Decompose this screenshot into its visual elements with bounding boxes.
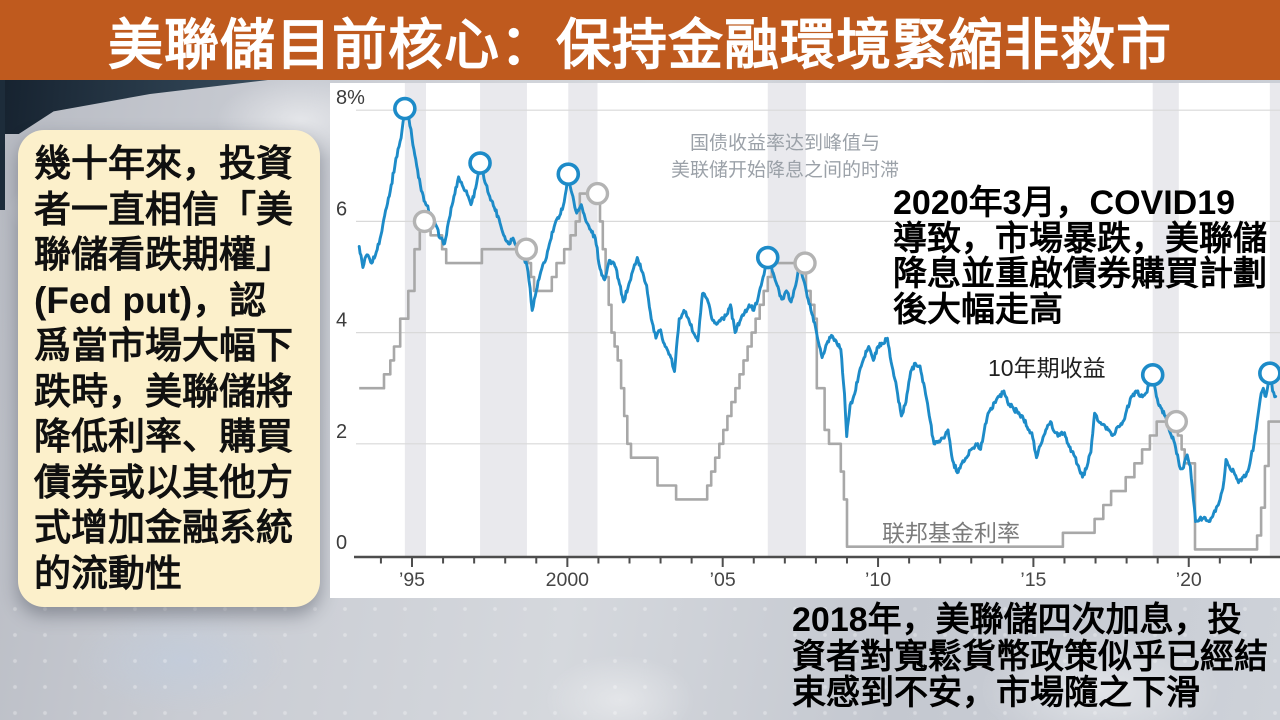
svg-text:4: 4 [336,310,347,332]
sidebar-note-box: 幾十年來，投資 者一直相信「美 聯儲看跌期權」 (Fed put)，認 爲當市場大幅下跌… [18,130,320,607]
title-bar: 美聯儲目前核心：保持金融環境緊縮非救市 [0,0,1280,80]
yield-vs-fedfunds-chart: ’95 2000 ’05 ’10 ’15 ’20 8% 6 4 2 0 [336,83,1280,591]
svg-text:’15: ’15 [1020,569,1046,591]
svg-text:0: 0 [336,532,347,554]
background-dark-corner-shape [0,80,268,134]
svg-text:2000: 2000 [546,569,590,591]
peak-to-cut-lag-annotation: 国债收益率达到峰值与 美联储开始降息之间的时滞 [670,133,899,181]
chart-panel: ’95 2000 ’05 ’10 ’15 ’20 8% 6 4 2 0 国债收益率达到峰值与 美联储开… [330,83,1280,598]
svg-text:’10: ’10 [865,569,891,591]
svg-text:8%: 8% [336,87,365,109]
svg-text:’05: ’05 [710,569,736,591]
svg-text:’20: ’20 [1176,569,1202,591]
svg-text:6: 6 [336,198,347,220]
hikes-2018-annotation: 2018年，美聯儲四次加息，投 資者對寬鬆貨幣政策似乎已經結 束感到不安，市場隨之下… [792,601,1268,712]
covid-2020-annotation: 2020年3月，COVID19 導致，市場暴跌，美聯儲 降息並重啟債券購買計劃 後大幅… [893,184,1267,329]
svg-text:’95: ’95 [399,569,425,591]
background-left-edge-shape [0,80,5,210]
fed-funds-series-label: 联邦基金利率 [882,520,1020,546]
svg-text:2: 2 [336,421,347,443]
ten-year-yield-series-label: 10年期收益 [988,355,1106,381]
slide-title: 美聯儲目前核心：保持金融環境緊縮非救市 [107,14,1172,76]
sidebar-note-text: 幾十年來，投資 者一直相信「美 聯儲看跌期權」 (Fed put)，認 爲當市場大幅下跌… [34,143,293,594]
